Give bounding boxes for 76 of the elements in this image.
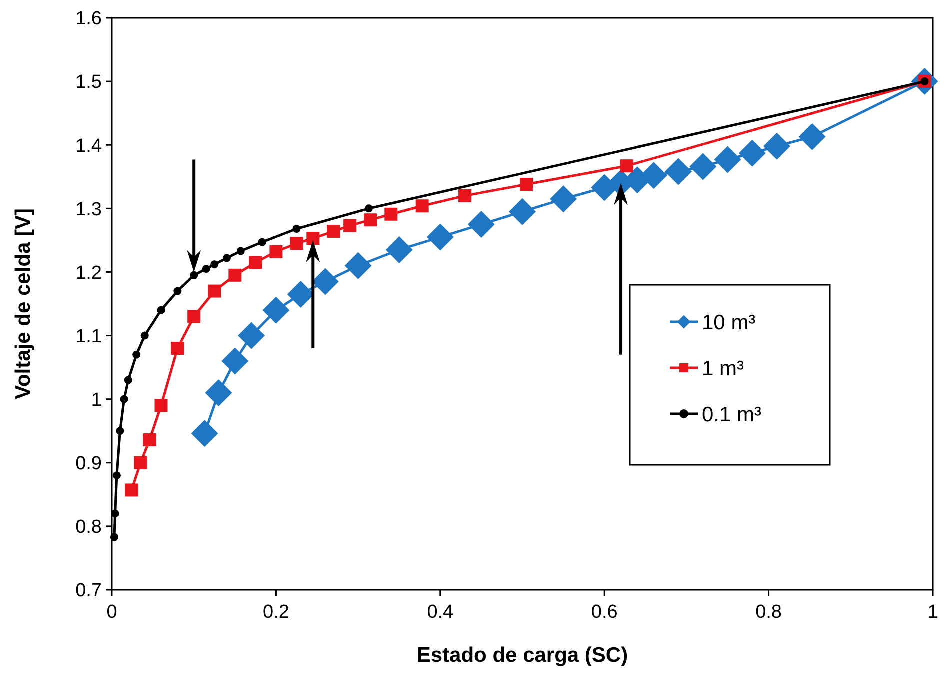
point [249, 256, 262, 270]
x-tick-label: 0.6 [591, 602, 618, 623]
point [110, 533, 118, 542]
point [664, 158, 692, 186]
point [520, 178, 534, 192]
y-tick-label: 1.6 [76, 8, 102, 30]
point [112, 472, 121, 480]
point [327, 225, 340, 238]
point [190, 271, 198, 280]
point [270, 245, 283, 258]
point [262, 296, 290, 324]
x-tick-label: 0.2 [262, 602, 290, 623]
point [174, 287, 182, 296]
point [384, 208, 398, 221]
point [258, 238, 266, 246]
point [111, 510, 120, 518]
y-tick-label: 1.4 [76, 136, 102, 157]
point [738, 140, 766, 167]
point [116, 427, 124, 436]
point [202, 265, 210, 274]
point [222, 254, 231, 262]
point [306, 232, 320, 246]
x-tick-label: 0 [106, 602, 118, 623]
point [205, 379, 232, 406]
point [386, 236, 413, 264]
point [120, 395, 128, 404]
legend-label: 10 m³ [702, 311, 756, 334]
point [798, 123, 826, 150]
legend-label: 1 m³ [702, 357, 744, 380]
y-tick-label: 0.8 [76, 517, 102, 538]
point [134, 456, 148, 470]
point [509, 198, 536, 226]
point [550, 186, 578, 213]
point [364, 204, 373, 213]
y-tick-label: 1 [91, 390, 102, 411]
point [143, 434, 156, 447]
y-axis-title: Voltaje de celda [V] [12, 208, 35, 400]
y-tick-label: 1.5 [76, 72, 102, 94]
point [426, 224, 454, 251]
point [620, 160, 634, 173]
x-tick-label: 0.8 [756, 602, 782, 623]
point [157, 306, 166, 314]
point [154, 399, 168, 412]
point [238, 322, 266, 350]
point [344, 219, 357, 232]
point [236, 247, 245, 256]
point [364, 214, 378, 227]
point [210, 260, 219, 269]
y-tick-label: 1.2 [76, 262, 102, 284]
point [171, 342, 184, 355]
point [344, 252, 372, 280]
point [416, 200, 429, 213]
point [222, 348, 249, 375]
point [290, 237, 304, 250]
y-tick-label: 1.3 [76, 199, 102, 220]
x-axis-title: Estado de carga (SC) [416, 644, 628, 667]
x-tick-label: 1 [928, 602, 938, 623]
point [132, 350, 141, 359]
point [228, 268, 242, 282]
x-tick-label: 0.4 [427, 602, 454, 623]
point [458, 189, 472, 202]
point [764, 132, 791, 160]
point [188, 310, 201, 324]
point [124, 376, 132, 384]
point [208, 284, 222, 298]
point [125, 484, 138, 497]
point [714, 146, 742, 174]
point [468, 211, 495, 238]
point [191, 420, 218, 448]
point [292, 225, 301, 234]
y-tick-label: 1.1 [76, 326, 102, 348]
legend-label: 0.1 m³ [702, 403, 762, 426]
point [140, 332, 149, 340]
y-tick-label: 0.7 [76, 580, 102, 602]
y-tick-label: 0.9 [76, 454, 102, 475]
point [690, 153, 717, 180]
